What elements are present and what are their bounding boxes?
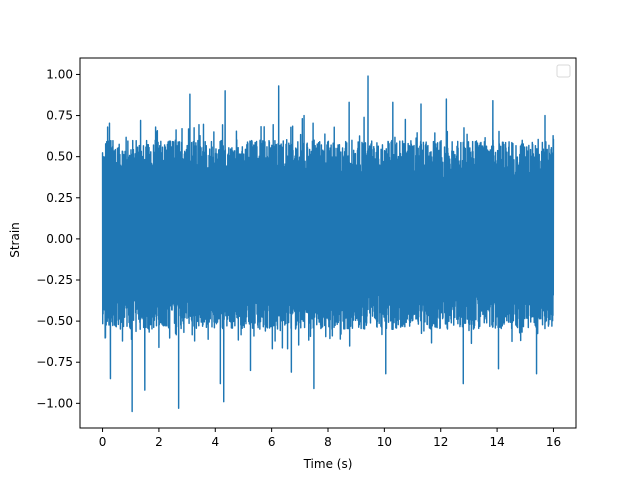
x-tick-label: 10 bbox=[377, 435, 392, 449]
y-tick-label: 1.00 bbox=[46, 67, 73, 81]
y-tick-label: −0.25 bbox=[36, 273, 73, 287]
strain-series-line bbox=[101, 75, 555, 413]
x-tick-label: 0 bbox=[99, 435, 107, 449]
x-tick-label: 14 bbox=[489, 435, 504, 449]
x-tick-label: 4 bbox=[211, 435, 219, 449]
series-layer bbox=[101, 75, 555, 413]
y-tick-label: −1.00 bbox=[36, 396, 73, 410]
x-tick-label: 16 bbox=[546, 435, 561, 449]
y-tick-label: 0.50 bbox=[46, 150, 73, 164]
y-axis-label: Strain bbox=[8, 222, 22, 258]
x-tick-label: 12 bbox=[433, 435, 448, 449]
y-ticks: −1.00 −0.75 −0.50 −0.25 0.00 0.25 0.50 0.75 1.00 bbox=[36, 67, 80, 410]
x-tick-label: 2 bbox=[155, 435, 163, 449]
x-axis-label: Time (s) bbox=[303, 457, 353, 471]
y-tick-label: 0.00 bbox=[46, 232, 73, 246]
y-tick-label: 0.25 bbox=[46, 191, 73, 205]
x-tick-label: 8 bbox=[324, 435, 332, 449]
legend-box bbox=[556, 64, 571, 78]
y-tick-label: −0.75 bbox=[36, 355, 73, 369]
x-ticks: 0 2 4 6 8 10 12 14 16 bbox=[99, 428, 561, 449]
y-tick-label: 0.75 bbox=[46, 109, 73, 123]
y-tick-label: −0.50 bbox=[36, 314, 73, 328]
x-tick-label: 6 bbox=[268, 435, 276, 449]
